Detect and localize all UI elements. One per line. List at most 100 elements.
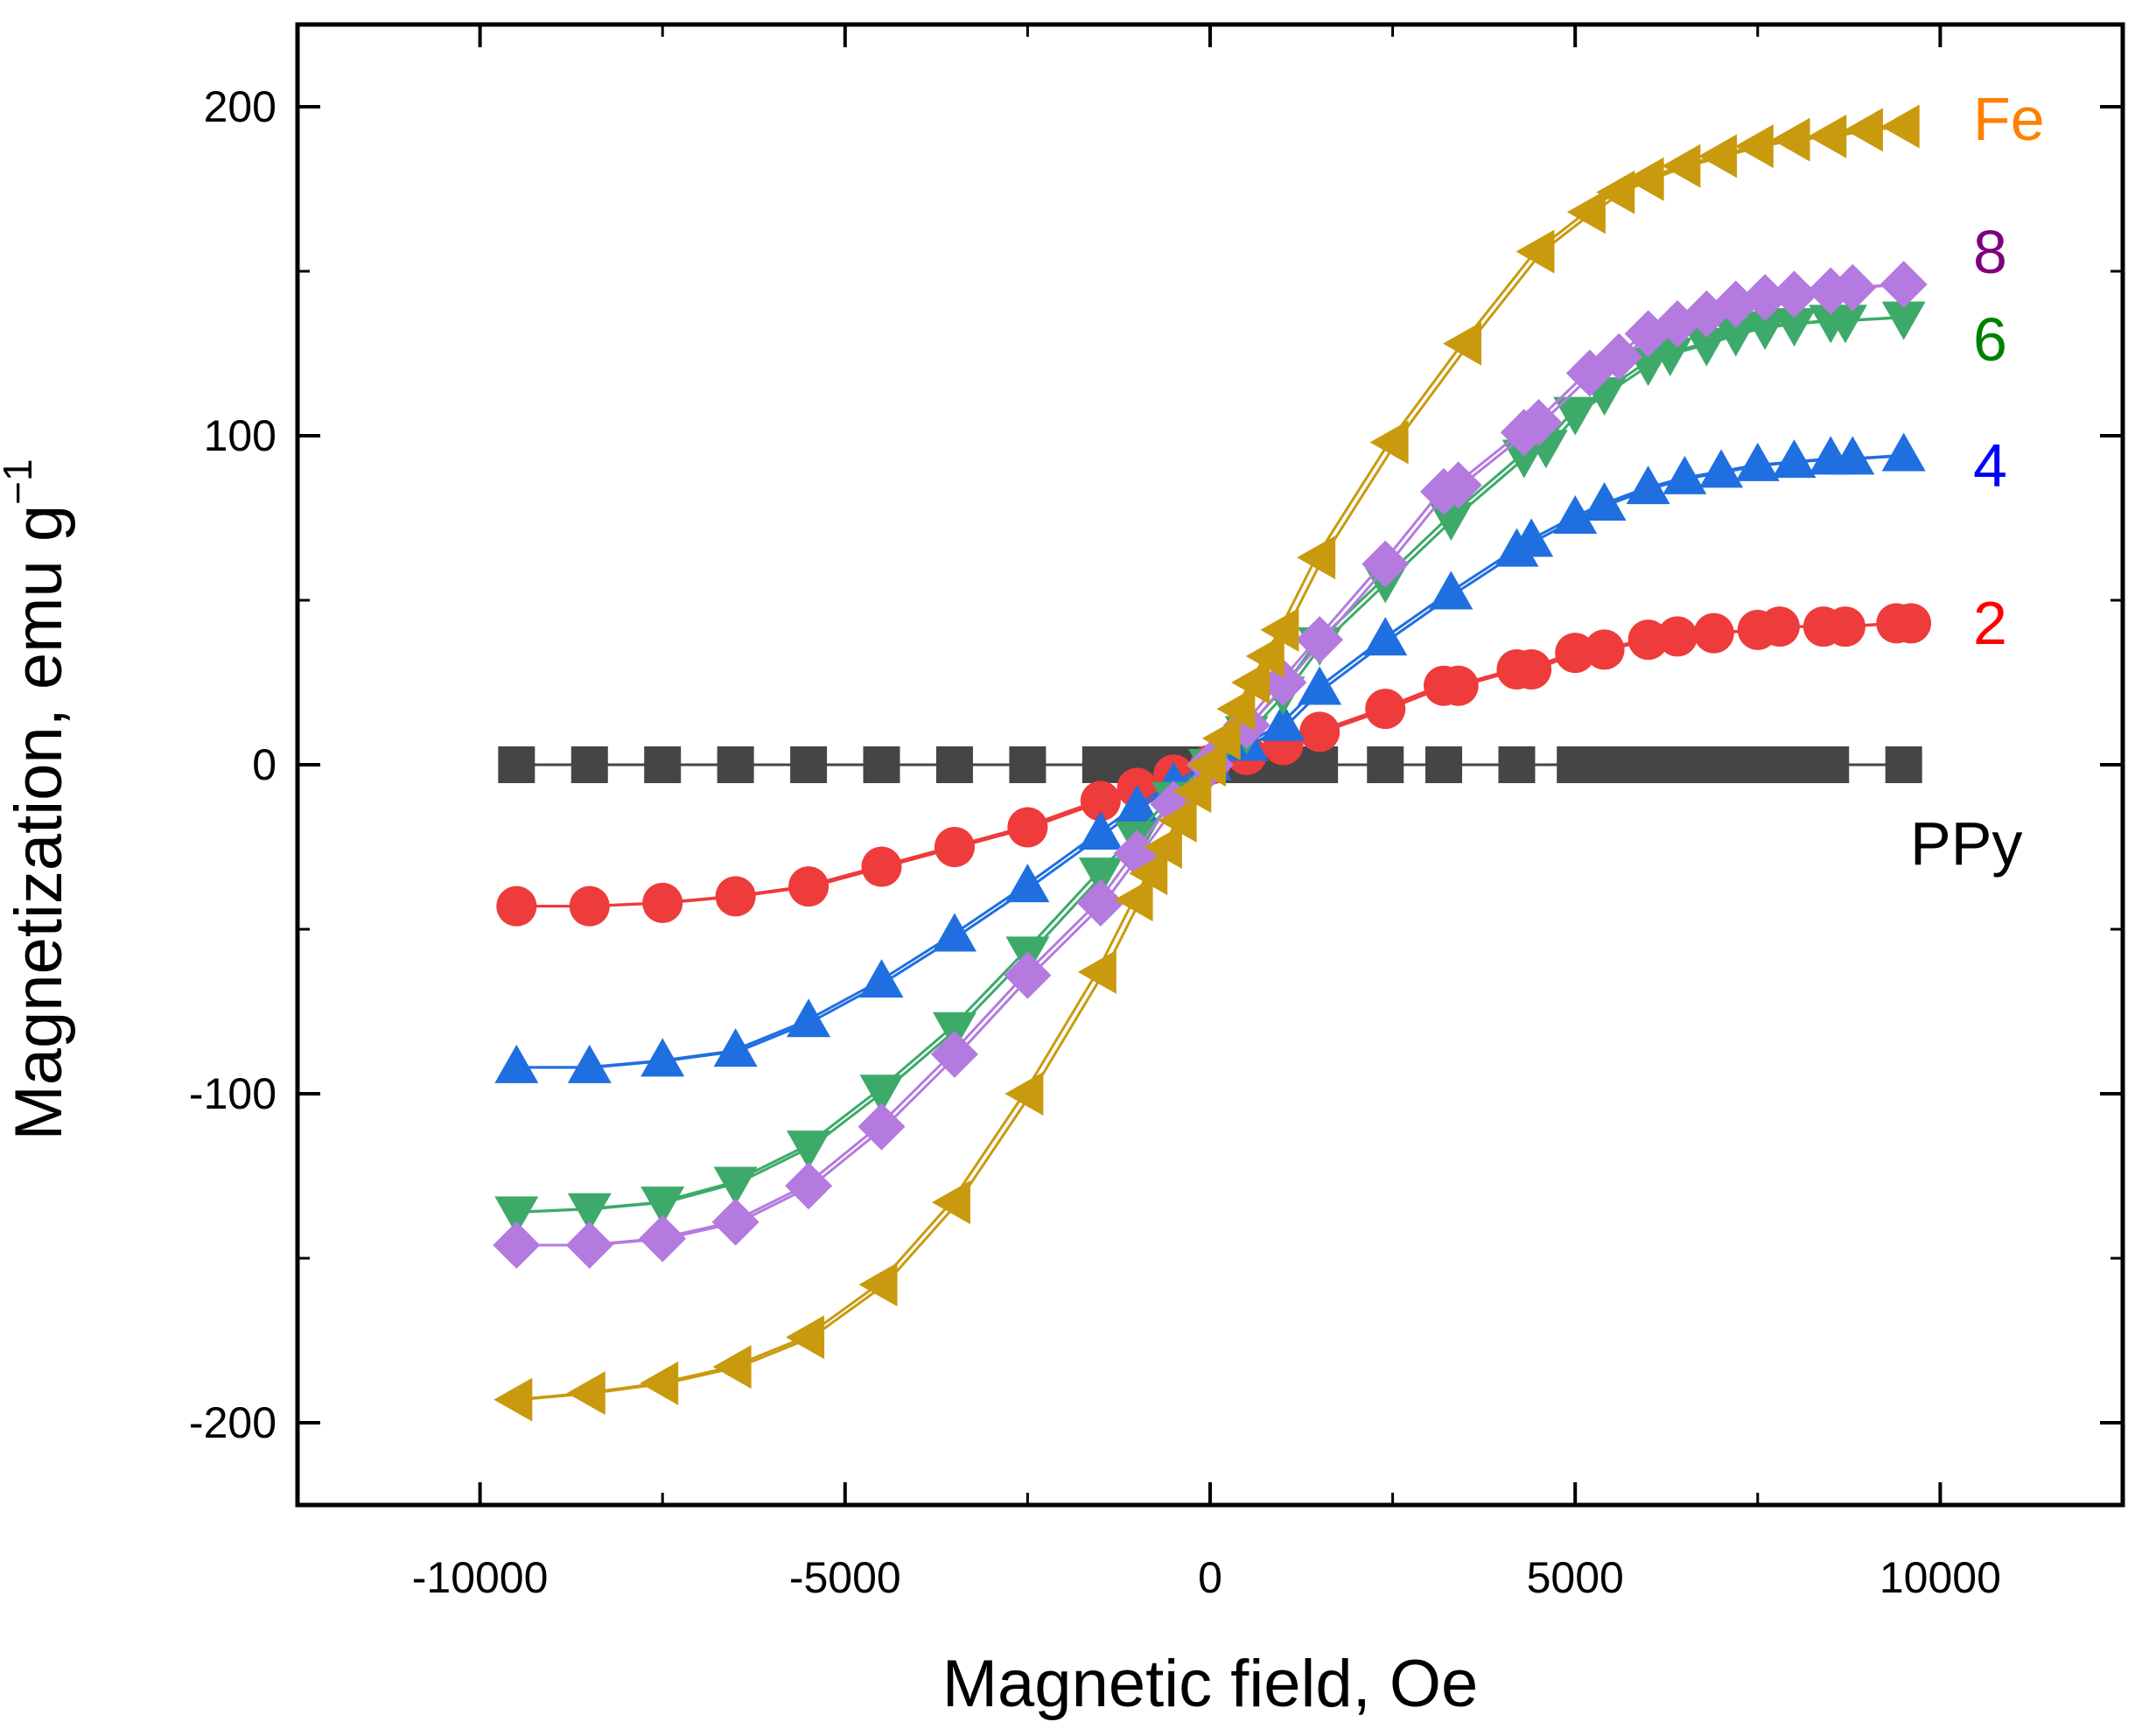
data-point-ppy: [1812, 746, 1850, 783]
data-point-ppy: [1775, 746, 1813, 783]
data-point-4: [1699, 449, 1744, 488]
data-point-8: [1076, 878, 1124, 927]
data-point-6: [1078, 858, 1123, 897]
data-point-ppy: [1367, 746, 1404, 783]
x-axis-title: Magnetic field, Oe: [942, 1647, 1479, 1721]
data-point-4: [1115, 784, 1159, 823]
data-point-8: [1296, 616, 1344, 664]
data-point-fe: [1844, 108, 1883, 152]
data-point-4: [1363, 617, 1408, 656]
axis-ticks: -10000 -5000 0 5000 10000 -200 -100 0 100 200: [189, 24, 2123, 1602]
data-point-2: [1511, 648, 1552, 690]
data-point-ppy: [1885, 746, 1922, 783]
data-point-6: [567, 1193, 612, 1232]
series-label-8: 8: [1973, 218, 2007, 286]
data-point-4: [640, 1038, 685, 1077]
data-point-fe: [1297, 536, 1336, 580]
y-axis-title-main: Magnetization, emu g: [2, 505, 76, 1141]
data-point-2: [569, 886, 610, 927]
data-point-fe: [1216, 687, 1256, 732]
data-point-ppy: [717, 746, 754, 783]
data-point-4: [1509, 518, 1554, 557]
data-point-8: [1434, 461, 1482, 509]
data-point-4: [1662, 455, 1707, 494]
data-point-6: [1713, 318, 1758, 357]
y-tick-label: -100: [189, 1069, 276, 1118]
series-label-4: 4: [1973, 431, 2007, 500]
data-point-fe: [1245, 634, 1284, 678]
data-point-4: [1772, 439, 1816, 479]
data-point-4: [859, 959, 904, 998]
data-point-4: [932, 913, 976, 952]
data-point-6: [859, 1074, 904, 1114]
data-point-6: [640, 1186, 685, 1226]
data-point-ppy: [790, 746, 828, 783]
data-point-6: [1823, 304, 1867, 344]
data-point-ppy: [1009, 746, 1046, 783]
y-axis-title-superscript: −1: [0, 458, 40, 504]
data-point-ppy: [1739, 746, 1776, 783]
data-point-ppy: [1629, 746, 1667, 783]
data-point-6: [1881, 301, 1926, 340]
data-point-fe: [1260, 607, 1299, 652]
y-tick-label: 0: [252, 740, 276, 789]
data-point-4: [1626, 466, 1670, 505]
plot-marks: [493, 104, 1932, 1422]
data-point-4: [567, 1044, 612, 1083]
series-label-ppy: PPy: [1910, 809, 2022, 878]
data-point-fe: [1201, 716, 1241, 760]
data-point-4: [1830, 436, 1875, 475]
data-point-8: [565, 1221, 613, 1269]
data-point-2: [788, 866, 830, 907]
data-point-6: [1502, 439, 1546, 479]
data-point-ppy: [1557, 746, 1594, 783]
data-point-fe: [1143, 825, 1182, 869]
data-point-6: [787, 1130, 831, 1170]
data-point-fe: [1369, 420, 1409, 465]
data-point-8: [1741, 274, 1789, 322]
data-point-8: [1515, 398, 1563, 446]
data-point-fe: [858, 1263, 898, 1307]
series-labels: PPy 2 4 6 8 Fe: [1910, 85, 2045, 878]
data-point-fe: [1698, 134, 1738, 178]
data-point-ppy: [1666, 746, 1704, 783]
data-point-2: [642, 882, 683, 923]
data-point-fe: [494, 1377, 533, 1422]
data-point-fe: [1114, 878, 1153, 922]
data-point-fe: [1516, 229, 1555, 274]
data-point-8: [493, 1221, 541, 1269]
data-point-4: [713, 1028, 758, 1068]
data-point-ppy: [570, 746, 608, 783]
y-tick-label: 100: [204, 411, 276, 460]
data-point-fe: [1808, 114, 1847, 158]
data-point-ppy: [1425, 746, 1463, 783]
data-point-fe: [1566, 190, 1606, 234]
data-point-ppy: [1498, 746, 1536, 783]
data-point-8: [930, 1030, 978, 1078]
series-label-2: 2: [1973, 589, 2007, 657]
data-point-8: [785, 1162, 833, 1210]
series-label-6: 6: [1973, 305, 2007, 374]
data-point-ppy: [863, 746, 900, 783]
data-point-ppy: [644, 746, 682, 783]
data-point-4: [1261, 702, 1306, 741]
data-point-4: [1881, 432, 1926, 472]
data-point-fe: [1662, 144, 1701, 188]
data-point-6: [1743, 311, 1788, 350]
data-point-2: [1824, 606, 1866, 648]
data-point-8: [1004, 951, 1052, 999]
data-point-6: [1553, 396, 1598, 436]
data-point-2: [1584, 629, 1625, 670]
data-point-fe: [931, 1180, 970, 1225]
data-point-6: [1772, 308, 1816, 347]
data-point-fe: [712, 1345, 752, 1390]
data-point-8: [1770, 270, 1818, 318]
data-point-4: [1582, 481, 1627, 521]
data-point-8: [858, 1102, 906, 1151]
data-point-fe: [1004, 1072, 1044, 1116]
data-point-6: [1684, 327, 1729, 367]
data-point-2: [1438, 665, 1479, 706]
data-point-2: [1365, 689, 1406, 730]
data-point-fe: [1880, 104, 1920, 149]
data-point-6: [713, 1166, 758, 1206]
